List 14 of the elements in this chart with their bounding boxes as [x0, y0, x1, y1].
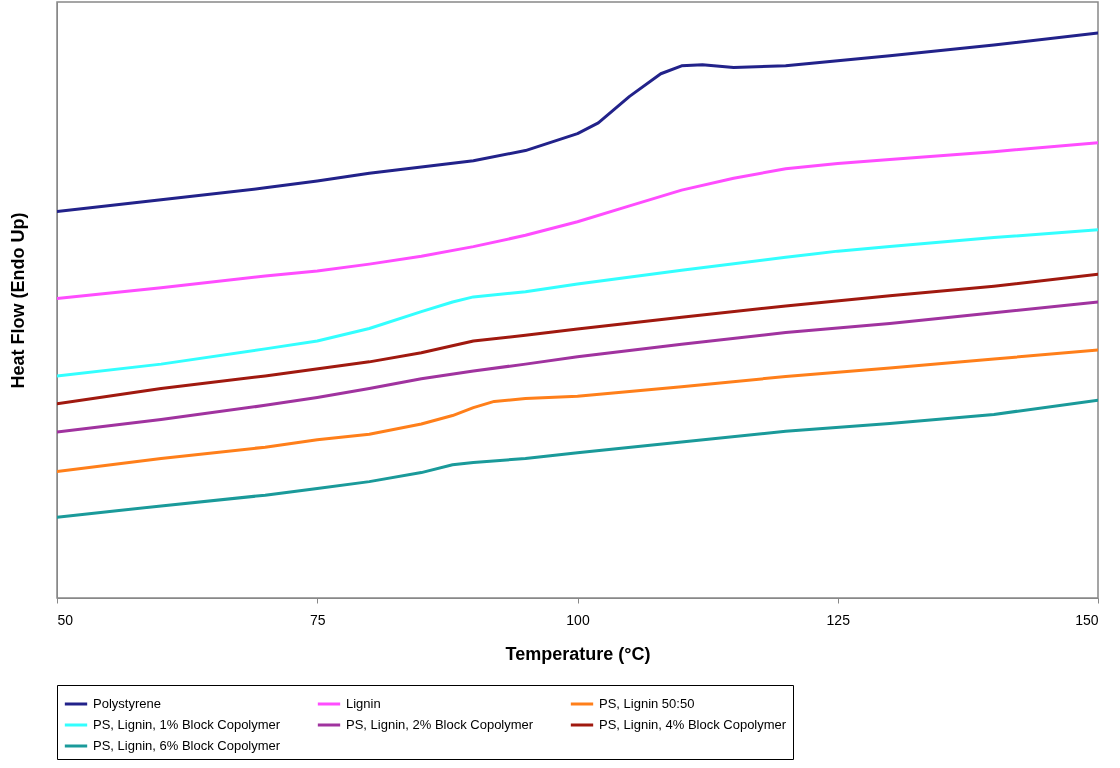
x-tick-label: 100	[566, 611, 590, 628]
legend-label: Lignin	[346, 696, 381, 711]
x-tick-label: 50	[57, 611, 74, 628]
legend-label: PS, Lignin, 1% Block Copolymer	[93, 717, 281, 732]
y-axis-title: Heat Flow (Endo Up)	[7, 212, 28, 389]
legend-label: Polystyrene	[93, 696, 161, 711]
x-axis-title: Temperature (°C)	[505, 643, 651, 664]
x-tick-label: 150	[1075, 611, 1099, 628]
legend-label: PS, Lignin, 2% Block Copolymer	[346, 717, 534, 732]
legend-label: PS, Lignin, 6% Block Copolymer	[93, 738, 281, 753]
x-tick-label: 75	[309, 611, 326, 628]
x-tick-label: 125	[826, 611, 851, 628]
legend-label: PS, Lignin 50:50	[599, 696, 695, 711]
legend-label: PS, Lignin, 4% Block Copolymer	[599, 717, 787, 732]
